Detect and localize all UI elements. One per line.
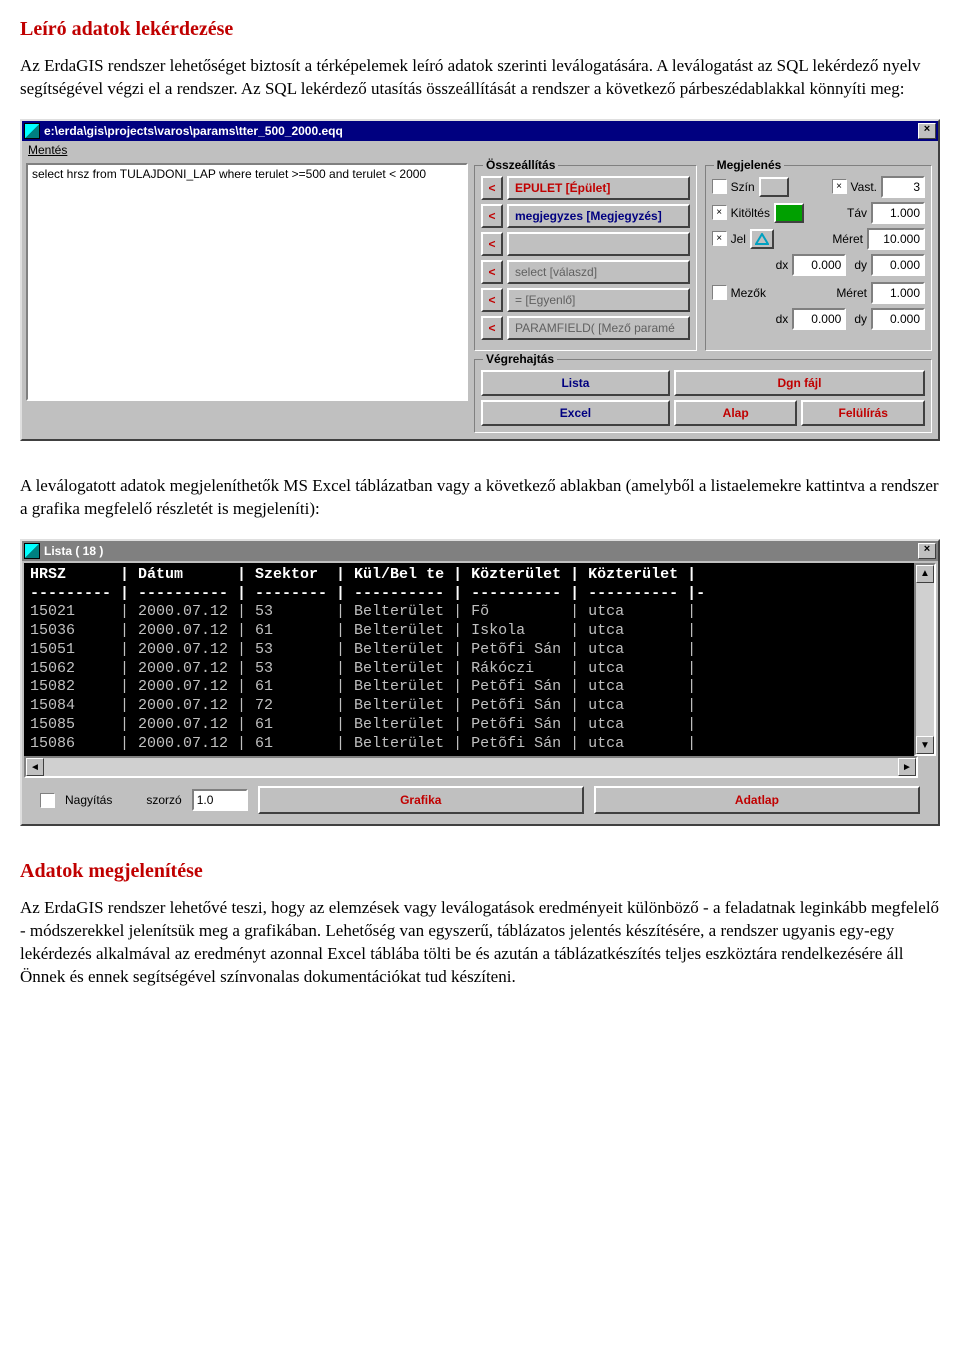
kitoltes-swatch[interactable]: [774, 203, 804, 223]
intro-paragraph-3: Az ErdaGIS rendszer lehetővé teszi, hogy…: [20, 897, 940, 989]
jel-checkbox[interactable]: ×: [712, 231, 727, 246]
scroll-down-icon[interactable]: ▼: [916, 736, 934, 754]
vegrehajtas-group: Végrehajtás Lista Dgn fájl Excel Alap Fe…: [474, 359, 932, 433]
dy2-label: dy: [854, 312, 867, 326]
query-dialog-titlebar[interactable]: e:\erda\gis\projects\varos\params\tter_5…: [22, 121, 938, 141]
mezok-checkbox[interactable]: [712, 285, 727, 300]
menubar[interactable]: Mentés: [22, 141, 938, 159]
meret-label: Méret: [832, 232, 863, 246]
arrow-left-icon[interactable]: <: [481, 260, 503, 284]
kitoltes-checkbox[interactable]: ×: [712, 205, 727, 220]
scroll-left-icon[interactable]: ◄: [26, 758, 44, 776]
dx2-value[interactable]: 0.000: [792, 308, 846, 330]
szorzo-label: szorzó: [146, 793, 181, 807]
section-heading-1: Leíró adatok lekérdezése: [20, 18, 940, 41]
lista-button[interactable]: Lista: [481, 370, 670, 396]
lista-table[interactable]: HRSZ | Dátum | Szektor | Kül/Bel te | Kö…: [24, 563, 914, 757]
arrow-left-icon[interactable]: <: [481, 232, 503, 256]
dx-label: dx: [776, 258, 789, 272]
szin-swatch[interactable]: [759, 177, 789, 197]
meret2-value[interactable]: 1.000: [871, 282, 925, 304]
vast-value[interactable]: 3: [881, 176, 925, 198]
nagyitas-label: Nagyítás: [65, 793, 112, 807]
lista-titlebar[interactable]: Lista ( 18 ) ×: [22, 541, 938, 561]
meret2-label: Méret: [836, 286, 867, 300]
query-dialog: e:\erda\gis\projects\varos\params\tter_5…: [20, 119, 940, 441]
alap-button[interactable]: Alap: [674, 400, 798, 426]
triangle-icon[interactable]: [750, 229, 774, 249]
excel-button[interactable]: Excel: [481, 400, 670, 426]
app-icon: [24, 543, 40, 559]
section-heading-2: Adatok megjelenítése: [20, 860, 940, 883]
ossz-item-empty[interactable]: [507, 232, 690, 256]
nagyitas-checkbox[interactable]: [40, 793, 55, 808]
jel-label: Jel: [731, 232, 746, 246]
tav-value[interactable]: 1.000: [871, 202, 925, 224]
lista-title: Lista ( 18 ): [44, 544, 916, 558]
megjelenes-group: Megjelenés Szín × Vast. 3 × Kitöltés: [705, 165, 932, 351]
arrow-left-icon[interactable]: <: [481, 288, 503, 312]
app-icon: [24, 123, 40, 139]
osszeallitas-legend: Összeállítás: [483, 158, 558, 172]
dy-label: dy: [854, 258, 867, 272]
close-icon[interactable]: ×: [918, 123, 936, 139]
vast-label: Vast.: [851, 180, 877, 194]
dx2-label: dx: [776, 312, 789, 326]
dx-value[interactable]: 0.000: [792, 254, 846, 276]
vast-checkbox[interactable]: ×: [832, 179, 847, 194]
intro-paragraph-1: Az ErdaGIS rendszer lehetőséget biztosít…: [20, 55, 940, 101]
vegrehajtas-legend: Végrehajtás: [483, 352, 557, 366]
ossz-item-megjegyzes[interactable]: megjegyzes [Megjegyzés]: [507, 204, 690, 228]
horizontal-scrollbar[interactable]: ◄ ►: [24, 756, 918, 778]
arrow-left-icon[interactable]: <: [481, 316, 503, 340]
ossz-item-egyenlo[interactable]: = [Egyenlő]: [507, 288, 690, 312]
ossz-item-select[interactable]: select [válaszd]: [507, 260, 690, 284]
dgn-button[interactable]: Dgn fájl: [674, 370, 925, 396]
osszeallitas-group: Összeállítás < EPULET [Épület] < megjegy…: [474, 165, 697, 351]
lista-footer: Nagyítás szorzó 1.0 Grafika Adatlap: [22, 780, 938, 824]
lista-dialog: Lista ( 18 ) × HRSZ | Dátum | Szektor | …: [20, 539, 940, 827]
ossz-item-epulet[interactable]: EPULET [Épület]: [507, 176, 690, 200]
meret-value[interactable]: 10.000: [867, 228, 925, 250]
vertical-scrollbar[interactable]: ▲ ▼: [914, 563, 936, 757]
kitoltes-label: Kitöltés: [731, 206, 770, 220]
szorzo-value[interactable]: 1.0: [192, 789, 248, 811]
dy-value[interactable]: 0.000: [871, 254, 925, 276]
close-icon[interactable]: ×: [918, 543, 936, 559]
dy2-value[interactable]: 0.000: [871, 308, 925, 330]
arrow-left-icon[interactable]: <: [481, 204, 503, 228]
grafika-button[interactable]: Grafika: [258, 786, 584, 814]
tav-label: Táv: [847, 206, 867, 220]
feluliras-button[interactable]: Felülírás: [801, 400, 925, 426]
sql-textarea[interactable]: select hrsz from TULAJDONI_LAP where ter…: [26, 163, 468, 401]
szin-checkbox[interactable]: [712, 179, 727, 194]
query-dialog-title: e:\erda\gis\projects\varos\params\tter_5…: [44, 124, 916, 138]
megjelenes-legend: Megjelenés: [714, 158, 785, 172]
ossz-item-paramfield[interactable]: PARAMFIELD( [Mező paramé: [507, 316, 690, 340]
intro-paragraph-2: A leválogatott adatok megjeleníthetők MS…: [20, 475, 940, 521]
szin-label: Szín: [731, 180, 755, 194]
scroll-right-icon[interactable]: ►: [898, 758, 916, 776]
adatlap-button[interactable]: Adatlap: [594, 786, 920, 814]
scroll-up-icon[interactable]: ▲: [916, 565, 934, 583]
arrow-left-icon[interactable]: <: [481, 176, 503, 200]
mezok-label: Mezők: [731, 286, 766, 300]
menu-mentes[interactable]: Mentés: [28, 143, 67, 157]
